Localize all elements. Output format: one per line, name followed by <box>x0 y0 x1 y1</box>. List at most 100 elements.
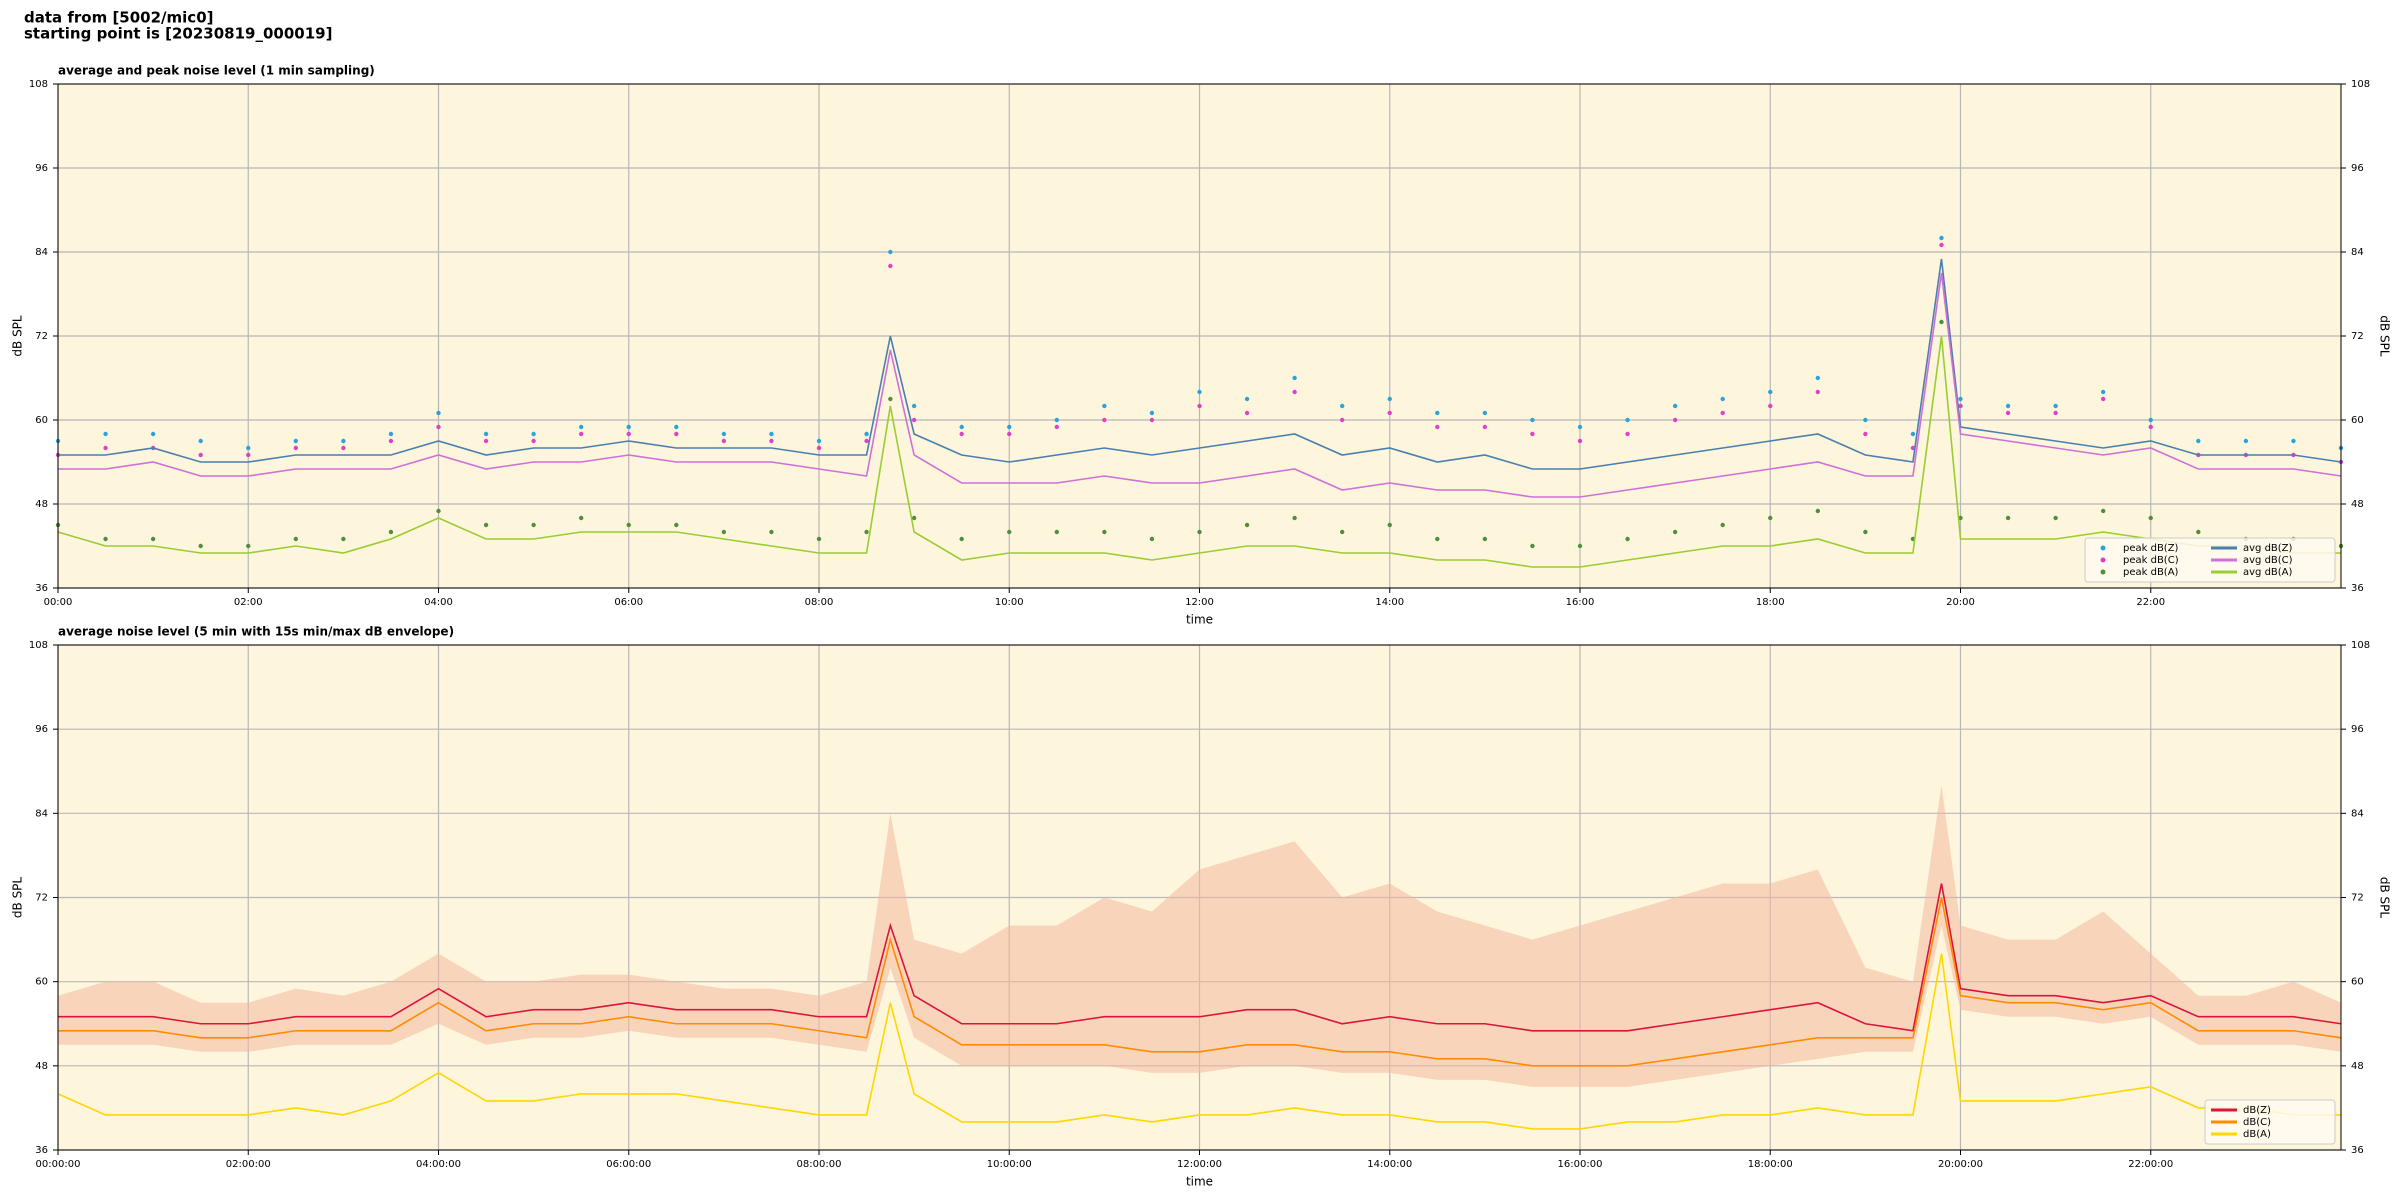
peak-dot <box>959 431 964 437</box>
y-tick-label: 96 <box>2351 724 2364 735</box>
x-tick-label: 02:00:00 <box>226 1159 271 1170</box>
peak-dot <box>1292 389 1297 395</box>
peak-dot <box>246 452 251 458</box>
legend-box <box>2084 537 2336 583</box>
y-tick-label: 108 <box>2351 79 2370 90</box>
x-tick-label: 14:00:00 <box>1367 1159 1412 1170</box>
peak-dot <box>1672 417 1678 423</box>
peak-dot <box>911 403 917 409</box>
peak-dot <box>436 410 441 416</box>
peak-dot <box>103 431 108 437</box>
peak-dot <box>1102 403 1107 409</box>
peak-dot <box>1625 536 1630 542</box>
peak-dot <box>1939 242 1944 248</box>
y-axis-label: dB SPL <box>11 877 25 919</box>
series-line <box>58 883 2342 1032</box>
x-tick-label: 16:00:00 <box>1558 1159 1603 1170</box>
legend-label: peak dB(A) <box>2123 567 2179 578</box>
legend-label: dB(Z) <box>2243 1105 2271 1116</box>
series-line <box>57 335 2341 568</box>
peak-dot <box>531 438 536 444</box>
y-tick-label: 84 <box>2351 808 2364 819</box>
peak-dot <box>2196 438 2201 444</box>
peak-dot <box>626 431 631 437</box>
peak-dot <box>721 529 727 535</box>
y-tick-label: 60 <box>2351 415 2364 426</box>
peak-dot <box>1482 536 1488 542</box>
peak-dot <box>626 522 631 528</box>
peak-dot <box>1768 515 1773 521</box>
x-tick-label: 06:00:00 <box>606 1159 651 1170</box>
peak-dot <box>1292 375 1297 381</box>
peak-dot <box>1482 410 1488 416</box>
peak-dot <box>531 522 536 528</box>
peak-dot <box>1863 417 1868 423</box>
peak-dot <box>911 515 917 521</box>
peak-dot <box>578 424 584 430</box>
y-tick-label: 36 <box>2351 583 2364 594</box>
peak-dot <box>436 424 441 430</box>
x-tick-label: 14:00 <box>1375 597 1404 608</box>
peak-dot <box>1939 319 1944 325</box>
peak-dot <box>1244 522 1250 528</box>
peak-dot <box>388 431 394 437</box>
peak-dot <box>578 515 584 521</box>
peak-dot <box>864 438 869 444</box>
peak-dot <box>1863 431 1868 437</box>
peak-dot <box>1768 389 1773 395</box>
peak-dot <box>1958 396 1963 402</box>
y-tick-label: 96 <box>35 163 48 174</box>
x-tick-label: 08:00:00 <box>797 1159 842 1170</box>
peak-dot <box>674 424 679 430</box>
peak-dot <box>1387 396 1392 402</box>
plot-frame <box>57 83 2342 589</box>
peak-dot <box>1102 529 1107 535</box>
peak-dot <box>1435 536 1440 542</box>
legend-label: peak dB(C) <box>2123 555 2179 566</box>
peak-dot <box>150 431 156 437</box>
peak-dot <box>1482 424 1488 430</box>
peak-dot <box>1339 417 1345 423</box>
series-line <box>58 897 2342 1067</box>
peak-dot <box>1530 431 1535 437</box>
x-tick-label: 12:00 <box>1185 597 1214 608</box>
peak-dot <box>1007 529 1012 535</box>
peak-dot <box>674 431 679 437</box>
y-axis-label: dB SPL <box>11 315 25 357</box>
peak-dot <box>721 431 727 437</box>
x-tick-label: 04:00:00 <box>416 1159 461 1170</box>
peak-dot <box>721 438 727 444</box>
peak-dot <box>388 529 394 535</box>
peak-dot <box>1339 403 1345 409</box>
peak-dot <box>1054 417 1060 423</box>
peak-dot <box>1910 431 1916 437</box>
peak-dot <box>816 438 822 444</box>
peak-dot <box>816 445 822 451</box>
peak-dot <box>1387 410 1392 416</box>
peak-dot <box>246 445 251 451</box>
peak-dot <box>293 438 299 444</box>
peak-dot <box>2053 410 2058 416</box>
x-tick-label: 00:00 <box>44 597 73 608</box>
peak-dot <box>388 438 394 444</box>
y-tick-label: 84 <box>2351 247 2364 258</box>
x-tick-label: 22:00 <box>2136 597 2165 608</box>
y-tick-label: 72 <box>2351 331 2364 342</box>
y-tick-label: 108 <box>29 640 48 651</box>
legend-label: avg dB(C) <box>2243 555 2293 566</box>
peak-dot <box>1292 515 1297 521</box>
y-tick-label: 36 <box>35 583 48 594</box>
peak-dot <box>1958 403 1963 409</box>
peak-dot <box>1577 424 1583 430</box>
peak-dot <box>483 522 489 528</box>
peak-dot <box>674 522 679 528</box>
envelope <box>58 785 2341 1087</box>
x-tick-label: 06:00 <box>614 597 643 608</box>
peak-dot <box>1197 529 1202 535</box>
peak-dot <box>198 438 203 444</box>
peak-dot <box>769 529 774 535</box>
plot-layer <box>57 785 2342 1130</box>
x-tick-label: 04:00 <box>424 597 453 608</box>
peak-dot <box>103 445 108 451</box>
